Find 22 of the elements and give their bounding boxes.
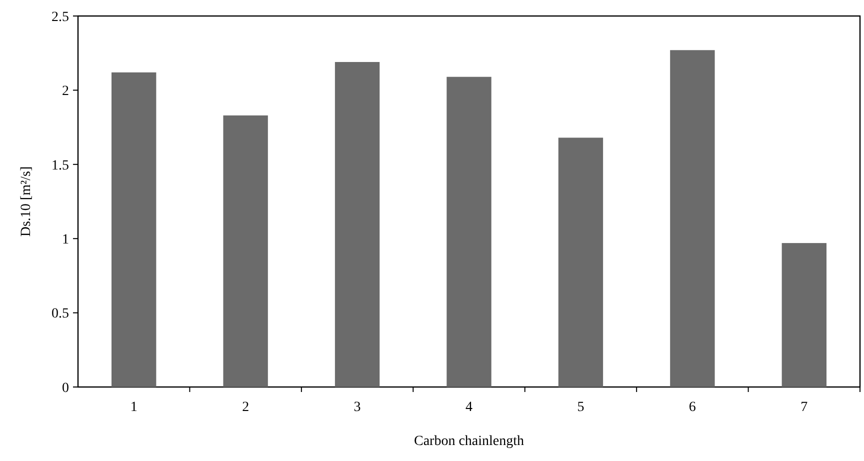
y-tick-label: 0 [62,380,69,396]
bar [558,138,604,387]
bar [446,76,492,387]
bar [334,62,380,387]
bar [223,115,268,387]
x-tick-label: 5 [577,400,584,415]
bar [670,50,715,387]
y-tick-label: 1.5 [52,158,69,174]
x-tick-label: 2 [242,400,250,415]
x-tick-label: 3 [354,400,361,415]
x-tick-label: 1 [130,400,138,415]
y-tick-label: 2.5 [52,10,69,25]
x-tick-label: 4 [466,400,472,415]
bar [112,72,156,387]
y-tick-label: 2 [62,84,69,100]
x-tick-label: 6 [688,400,696,415]
x-axis-title: Carbon chainlength [414,434,524,449]
bar [782,243,826,387]
y-axis-title: Ds.10 [m²/s] [19,166,34,237]
x-tick-label: 7 [800,400,808,415]
y-tick-label: 1 [62,232,69,248]
y-tick-label: 0.5 [52,306,69,322]
